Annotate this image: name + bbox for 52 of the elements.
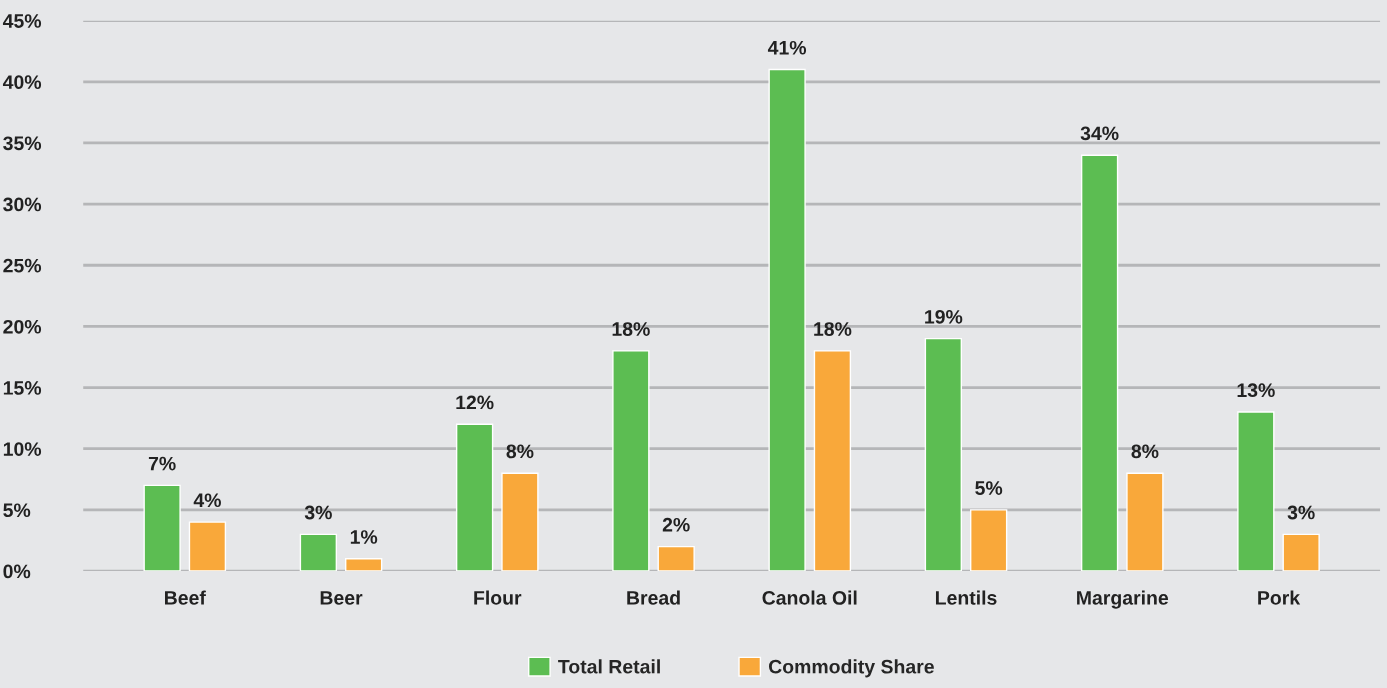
bar — [1282, 533, 1320, 572]
x-tick-label: Flour — [474, 590, 522, 605]
bar — [1237, 411, 1275, 572]
bar — [813, 350, 852, 572]
legend-label: Total Retail — [558, 659, 660, 674]
bar — [501, 472, 539, 572]
data-label: 7% — [148, 456, 176, 471]
bar — [188, 521, 227, 572]
bar — [924, 337, 963, 572]
data-label: 34% — [1080, 126, 1119, 141]
y-tick-label: 0% — [3, 564, 31, 579]
bar — [970, 509, 1008, 572]
y-tick-label: 5% — [3, 503, 31, 518]
y-tick-label: 30% — [3, 197, 42, 212]
x-tick-label: Beef — [165, 590, 206, 605]
x-tick-label: Margarine — [1077, 590, 1169, 609]
data-label: 19% — [925, 309, 963, 324]
data-label: 2% — [662, 517, 690, 532]
data-label: 8% — [506, 444, 534, 459]
y-tick-label: 40% — [2, 75, 42, 90]
y-tick-label: 25% — [3, 258, 42, 273]
data-label: 4% — [193, 493, 221, 508]
data-label: 3% — [1287, 505, 1315, 520]
x-tick-label: Bread — [627, 590, 680, 605]
bar — [1126, 472, 1164, 572]
bar — [455, 423, 494, 572]
bar — [299, 533, 338, 572]
legend-label: Commodity Share — [768, 659, 934, 678]
data-label: 13% — [1237, 383, 1275, 398]
x-tick-label: Lentils — [935, 590, 997, 605]
bar — [612, 350, 650, 572]
x-tick-label: Pork — [1258, 590, 1301, 605]
data-label: 8% — [1131, 444, 1159, 459]
y-tick-label: 35% — [3, 136, 42, 151]
data-label: 1% — [350, 530, 378, 544]
bar — [143, 484, 181, 572]
x-tick-label: Canola Oil — [762, 590, 857, 605]
data-label: 18% — [814, 322, 852, 336]
data-label: 3% — [304, 505, 332, 520]
bar — [657, 545, 695, 572]
y-tick-label: 15% — [3, 381, 42, 395]
data-label: 12% — [456, 395, 494, 410]
y-tick-label: 10% — [3, 442, 42, 456]
y-tick-label: 20% — [3, 319, 42, 334]
bar — [1080, 154, 1119, 572]
data-label: 41% — [767, 40, 807, 55]
x-tick-label: Beer — [320, 591, 363, 605]
bar — [345, 558, 383, 572]
data-label: 18% — [612, 322, 650, 336]
data-label: 5% — [975, 481, 1003, 495]
y-tick-label: 45% — [2, 14, 42, 28]
bar — [768, 68, 806, 572]
